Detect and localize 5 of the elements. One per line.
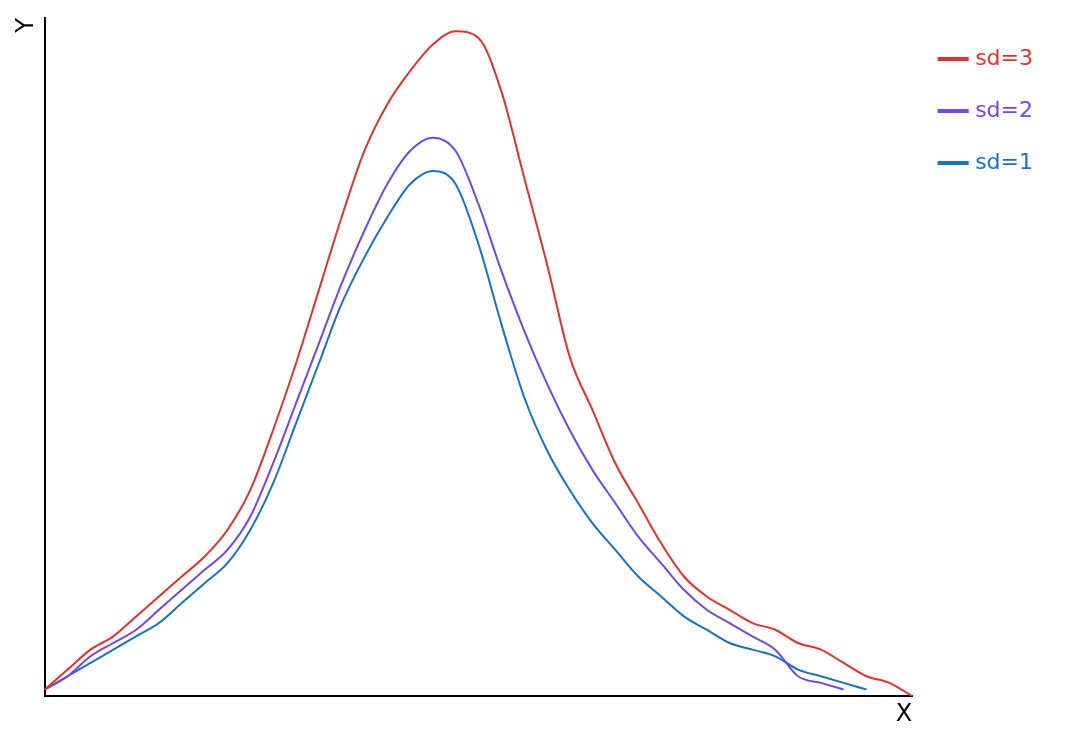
- y-axis-title: Y: [10, 17, 39, 34]
- legend-label: sd=1: [975, 148, 1033, 174]
- x-axis-title: X: [895, 698, 913, 727]
- legend-label: sd=3: [975, 44, 1033, 70]
- legend-label: sd=2: [975, 96, 1033, 122]
